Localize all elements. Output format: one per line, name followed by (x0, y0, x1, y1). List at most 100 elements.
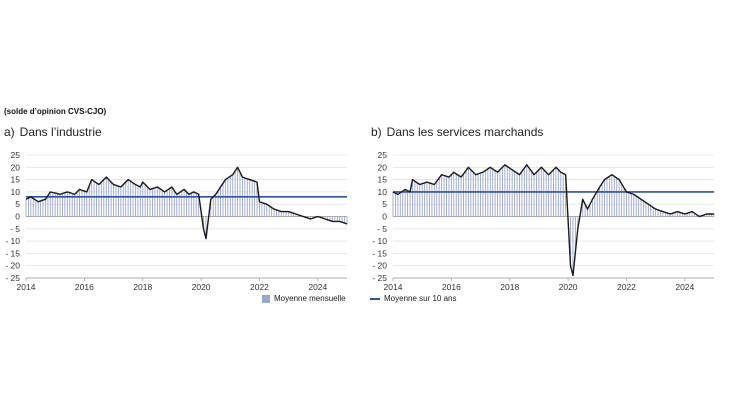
bar-a (147, 186, 149, 217)
bar-b (679, 212, 681, 217)
bar-a (35, 200, 37, 217)
bar-a (164, 191, 166, 217)
bar-b (407, 190, 409, 217)
bar-a (324, 216, 326, 219)
bar-a (64, 192, 66, 217)
bar-b (499, 169, 501, 217)
chart-b-title-text: Dans les services marchands (386, 125, 544, 139)
bar-a (132, 182, 134, 217)
bar-b (604, 179, 606, 217)
bar-b (611, 174, 613, 217)
bar-a (76, 191, 78, 217)
bar-b (686, 213, 688, 217)
bar-b (545, 172, 547, 217)
bar-b (458, 175, 460, 217)
bar-b (638, 197, 640, 217)
x-tick-label-b: 2024 (675, 282, 694, 292)
bar-a (32, 198, 34, 217)
bar-a (310, 216, 311, 219)
bar-a (176, 194, 178, 217)
bar-a (288, 211, 290, 217)
bar-a (161, 190, 163, 217)
bar-b (667, 213, 669, 217)
bar-a (69, 192, 71, 217)
bar-b (618, 179, 620, 217)
bar-a (49, 191, 51, 217)
bar-a (59, 194, 61, 217)
bar-b (689, 212, 691, 217)
bar-a (166, 190, 168, 217)
bar-b (531, 171, 533, 217)
bar-b (453, 172, 455, 217)
bar-b (399, 192, 401, 217)
bar-a (186, 191, 187, 217)
bar-a (297, 214, 299, 217)
bar-b (626, 191, 627, 217)
legend-average: Moyenne sur 10 ans (370, 294, 457, 303)
bar-b (655, 209, 657, 217)
bar-a (71, 193, 73, 217)
bar-a (344, 216, 346, 224)
bar-b (429, 182, 430, 217)
bar-b (652, 207, 654, 217)
bar-b (613, 176, 615, 217)
chart-b-letter: b) (371, 125, 382, 139)
bar-b (694, 213, 695, 217)
bar-b (691, 211, 693, 217)
y-tick-label-a: 5 (15, 199, 20, 209)
bar-a (327, 216, 328, 220)
x-tick-label-a: 2020 (192, 282, 211, 292)
bar-b (441, 174, 443, 217)
bar-b (630, 193, 632, 217)
bar-a (278, 210, 280, 217)
bar-b (708, 214, 710, 217)
bar-b (494, 170, 496, 217)
y-tick-label-a: 20 (11, 162, 21, 172)
bar-b (560, 172, 562, 217)
bar-b (650, 205, 652, 217)
bar-b (424, 182, 426, 217)
y-tick-label-b: 5 (382, 199, 387, 209)
bar-a (312, 216, 314, 219)
bar-a (283, 211, 285, 217)
bar-a (256, 182, 258, 217)
x-tick-label-b: 2018 (500, 282, 519, 292)
bar-b (643, 200, 644, 217)
bar-b (419, 184, 421, 217)
bar-a (115, 185, 117, 217)
y-tick-label-b: - 20 (372, 261, 387, 271)
bar-b (404, 189, 406, 217)
bar-a (331, 216, 333, 222)
bar-b (426, 182, 428, 217)
bar-a (212, 196, 214, 217)
bar-a (108, 179, 110, 217)
bar-a (341, 216, 343, 223)
bar-a (190, 193, 192, 217)
bar-b (570, 216, 571, 266)
bar-b (635, 196, 637, 217)
bar-a (234, 170, 236, 217)
bar-b (711, 214, 713, 217)
bar-a (62, 193, 63, 217)
unit-note: (solde d’opinion CVS-CJO) (4, 107, 107, 116)
chart-a-letter: a) (4, 125, 15, 139)
bar-b (482, 172, 484, 217)
bar-b (550, 172, 552, 217)
bar-a (152, 188, 153, 217)
bar-a (154, 187, 156, 217)
bar-a (91, 179, 93, 217)
bar-a (100, 182, 102, 217)
bar-a (205, 216, 207, 239)
bar-b (521, 171, 523, 217)
bar-a (127, 179, 129, 217)
bar-b (623, 187, 625, 217)
bar-b (672, 213, 674, 217)
bar-a (251, 180, 253, 217)
bar-a (47, 195, 49, 217)
bar-b (448, 177, 450, 217)
bar-b (664, 212, 666, 217)
bar-b (412, 179, 413, 217)
bar-a (181, 191, 183, 217)
